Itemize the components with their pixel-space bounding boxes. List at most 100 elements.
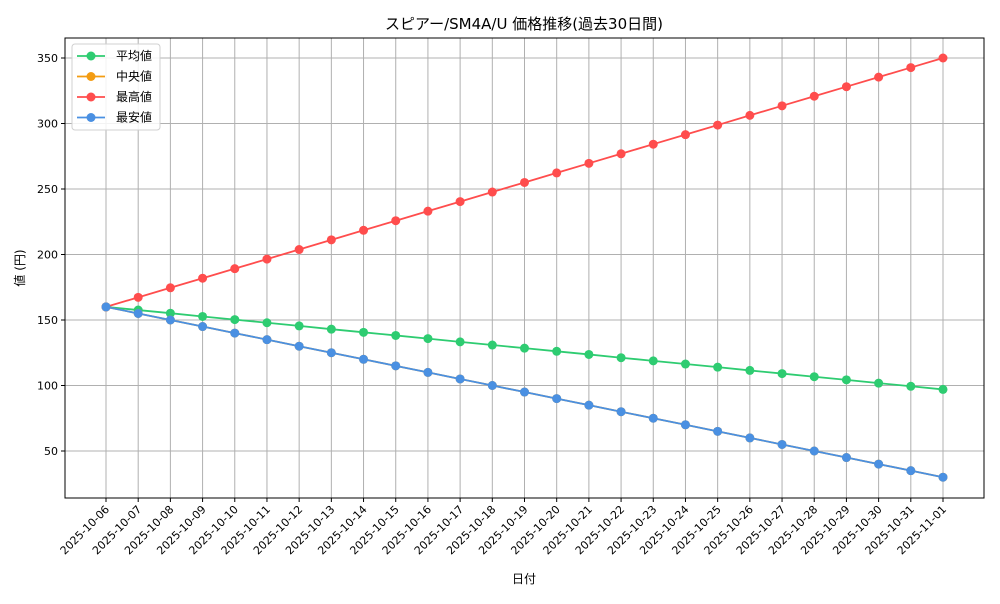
- data-point: [809, 372, 819, 382]
- data-point: [552, 346, 562, 356]
- legend-label: 最安値: [116, 110, 152, 125]
- data-point: [713, 120, 723, 130]
- data-point: [262, 335, 272, 345]
- data-point: [294, 341, 304, 351]
- data-point: [745, 110, 755, 120]
- data-point: [423, 367, 433, 377]
- data-point: [326, 324, 336, 334]
- data-point: [809, 446, 819, 456]
- data-point: [584, 349, 594, 359]
- y-tick-label: 300: [37, 118, 58, 131]
- data-point: [165, 283, 175, 293]
- data-point: [326, 348, 336, 358]
- data-point: [487, 381, 497, 390]
- legend-frame: [71, 43, 161, 131]
- legend-item: 最安値: [77, 110, 152, 125]
- data-point: [906, 63, 916, 73]
- data-point: [165, 308, 175, 318]
- data-point: [391, 216, 401, 226]
- legend-item: 最高値: [77, 89, 152, 104]
- data-point: [552, 394, 562, 404]
- legend-marker: [86, 113, 96, 122]
- data-point: [230, 328, 240, 338]
- data-point: [648, 413, 658, 423]
- y-tick-label: 100: [37, 380, 58, 393]
- plot-area-grid: [65, 38, 984, 498]
- data-point: [777, 439, 787, 449]
- data-point: [616, 407, 626, 417]
- data-point: [487, 187, 497, 197]
- data-point: [648, 356, 658, 366]
- data-point: [294, 321, 304, 331]
- data-point: [745, 365, 755, 375]
- data-point: [841, 375, 851, 385]
- data-point: [230, 264, 240, 274]
- data-point: [648, 139, 658, 149]
- data-point: [133, 292, 143, 302]
- data-point: [455, 197, 465, 207]
- data-point: [584, 158, 594, 168]
- legend-marker: [86, 51, 96, 61]
- y-axis-ticks: 50 100 150 200 250 300 350: [37, 52, 65, 458]
- data-point: [906, 381, 916, 391]
- y-tick-label: 150: [37, 314, 58, 327]
- legend-item: 中央値: [77, 69, 152, 84]
- legend-marker: [86, 92, 96, 102]
- series-3: [101, 302, 948, 482]
- data-point: [874, 72, 884, 82]
- data-point: [841, 82, 851, 92]
- data-point: [455, 374, 465, 384]
- data-point: [680, 359, 690, 369]
- data-point: [391, 330, 401, 340]
- data-point: [713, 426, 723, 436]
- data-point: [101, 302, 111, 312]
- data-point: [391, 361, 401, 371]
- data-point: [487, 340, 497, 350]
- data-point: [552, 168, 562, 178]
- data-point: [745, 433, 755, 443]
- data-point: [423, 206, 433, 216]
- y-tick-label: 200: [37, 249, 58, 262]
- legend-item: 平均値: [77, 48, 152, 63]
- data-point: [841, 453, 851, 463]
- data-point: [520, 343, 529, 353]
- data-point: [777, 369, 787, 379]
- data-point: [198, 273, 208, 283]
- y-tick-label: 50: [44, 445, 58, 458]
- series-lines: [101, 53, 948, 482]
- data-point: [680, 420, 690, 430]
- data-point: [165, 315, 175, 325]
- x-axis-label: 日付: [512, 572, 536, 586]
- data-point: [938, 384, 948, 394]
- data-point: [520, 387, 529, 397]
- y-tick-label: 350: [37, 52, 58, 65]
- y-tick-label: 250: [37, 183, 58, 196]
- series-0: [101, 302, 948, 394]
- data-point: [906, 466, 916, 476]
- data-point: [359, 327, 369, 337]
- data-point: [133, 308, 143, 318]
- legend-label: 中央値: [116, 69, 152, 84]
- legend-label: 平均値: [116, 48, 152, 63]
- y-axis-label: 値 (円): [12, 249, 27, 286]
- data-point: [520, 177, 529, 187]
- data-point: [262, 318, 272, 328]
- data-point: [680, 130, 690, 140]
- data-point: [938, 53, 948, 63]
- series-2: [101, 53, 948, 312]
- data-point: [326, 235, 336, 245]
- chart-title: スピアー/SM4A/U 価格推移(過去30日間): [385, 15, 663, 33]
- data-point: [874, 459, 884, 469]
- x-axis-ticks: 2025-10-062025-10-072025-10-082025-10-09…: [58, 498, 949, 557]
- data-point: [198, 311, 208, 321]
- data-point: [874, 378, 884, 388]
- data-point: [938, 472, 948, 482]
- data-point: [359, 225, 369, 235]
- data-point: [777, 101, 787, 111]
- data-point: [616, 149, 626, 159]
- data-point: [809, 91, 819, 101]
- data-point: [294, 245, 304, 255]
- legend-label: 最高値: [116, 89, 152, 104]
